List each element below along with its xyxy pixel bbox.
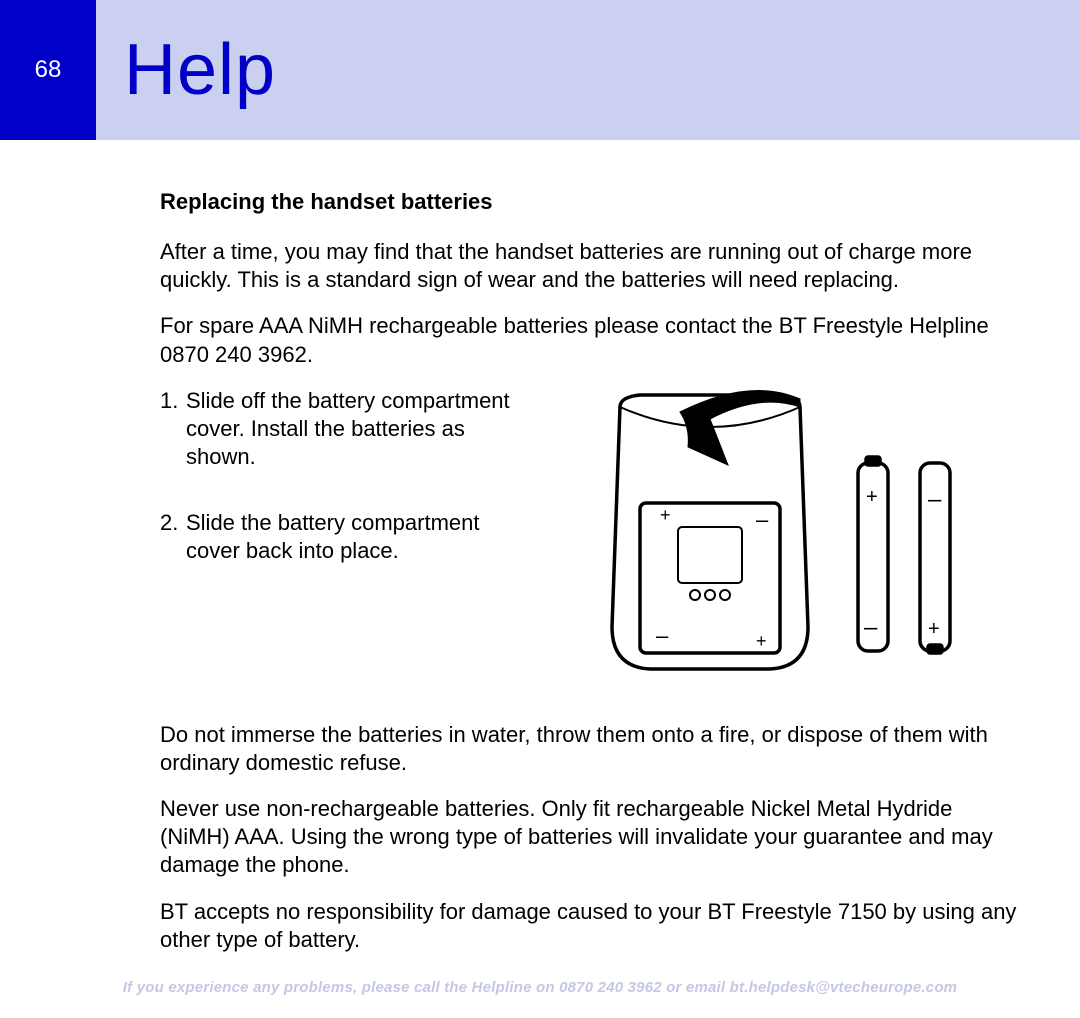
polarity-minus: –	[756, 507, 769, 532]
svg-text:+: +	[866, 486, 878, 508]
svg-text:+: +	[928, 618, 940, 640]
footer-help-line: If you experience any problems, please c…	[0, 979, 1080, 996]
step-text: Slide off the battery compartment cover.…	[186, 387, 520, 471]
battery-illustration: + – – + + – – +	[560, 387, 980, 687]
footer-middle: or email	[662, 979, 730, 996]
polarity-plus: +	[660, 505, 671, 525]
polarity-plus: +	[756, 631, 767, 651]
intro-paragraph-1: After a time, you may find that the hand…	[160, 238, 1018, 294]
steps-column: 1. Slide off the battery compartment cov…	[160, 387, 520, 604]
page-number: 68	[0, 0, 96, 140]
step-number: 1.	[160, 387, 186, 471]
content-area: Replacing the handset batteries After a …	[0, 140, 1080, 954]
warning-paragraph-3: BT accepts no responsibility for damage …	[160, 898, 1018, 954]
footer-phone: 0870 240 3962	[559, 979, 662, 996]
warning-paragraph-2: Never use non-rechargeable batteries. On…	[160, 795, 1018, 879]
warning-paragraph-1: Do not immerse the batteries in water, t…	[160, 721, 1018, 777]
page-title: Help	[96, 29, 276, 111]
section-heading: Replacing the handset batteries	[160, 188, 1018, 216]
intro-paragraph-2: For spare AAA NiMH rechargeable batterie…	[160, 312, 1018, 368]
svg-text:–: –	[928, 486, 942, 513]
step-2: 2. Slide the battery compartment cover b…	[160, 509, 520, 565]
handset-diagram-icon: + – – + + – – +	[560, 387, 980, 687]
svg-text:–: –	[864, 614, 878, 641]
polarity-minus: –	[656, 623, 669, 648]
footer-prefix: If you experience any problems, please c…	[123, 979, 559, 996]
step-1: 1. Slide off the battery compartment cov…	[160, 387, 520, 471]
step-text: Slide the battery compartment cover back…	[186, 509, 520, 565]
header-band: 68 Help	[0, 0, 1080, 140]
steps-and-illustration: 1. Slide off the battery compartment cov…	[160, 387, 1018, 687]
step-number: 2.	[160, 509, 186, 565]
footer-email: bt.helpdesk@vtecheurope.com	[730, 979, 958, 996]
